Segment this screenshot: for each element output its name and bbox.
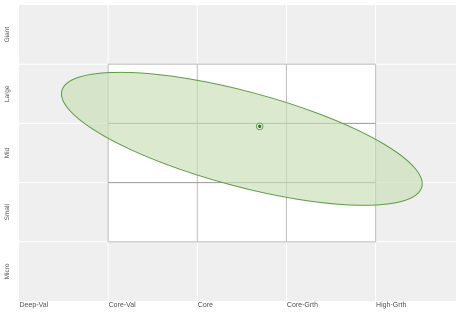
y-tick-label: Small [4,204,11,221]
x-tick-label: High-Grth [376,302,406,309]
x-tick-label: Core-Val [109,302,137,309]
y-tick-label: Micro [4,263,11,279]
x-tick-label: Deep-Val [20,302,49,309]
y-tick-labels: Micro Small Mid Large Giant [4,27,11,280]
ownership-zone-ellipse [60,71,423,206]
y-tick-label: Giant [4,27,11,43]
x-tick-labels: Deep-Val Core-Val Core Core-Grth High-Grth [20,302,407,309]
centroid-marker [258,124,262,128]
y-tick-label: Large [4,85,11,102]
x-tick-label: Core [198,302,213,309]
x-tick-label: Core-Grth [287,302,318,309]
y-tick-label: Mid [4,147,11,158]
